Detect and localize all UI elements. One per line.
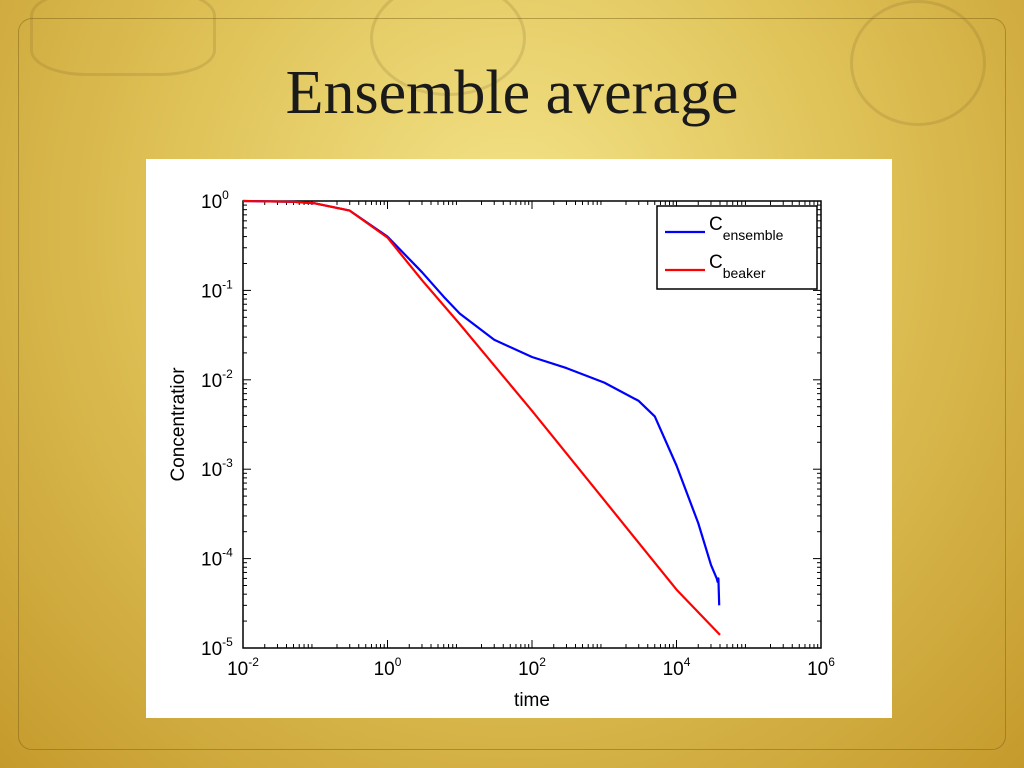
y-tick-label: 100	[201, 188, 229, 213]
legend-label-ensemble: Censemble	[709, 214, 784, 243]
legend-label-beaker: Cbeaker	[709, 252, 766, 281]
y-tick-label: 10-1	[201, 277, 233, 302]
y-tick-label: 10-2	[201, 367, 233, 392]
legend-box	[656, 205, 818, 290]
x-tick-label: 104	[663, 655, 691, 680]
slide-title: Ensemble average	[285, 59, 739, 127]
y-axis-label: Concentratior	[168, 367, 189, 482]
series-line-ensemble	[242, 199, 721, 606]
series-line-beaker	[242, 199, 721, 636]
chart-svg: 10-2 100 102 104 106 100 10-1 10-2 10-3 10-4 10-5 t…	[168, 188, 835, 711]
background-stamp	[30, 0, 216, 76]
chart-panel: 10-2 100 102 104 106 100 10-1 10-2 10-3 10-4 10-5 t…	[146, 159, 892, 718]
x-tick-label: 10-2	[227, 655, 259, 680]
x-tick-label: 100	[374, 655, 402, 680]
y-tick-label: 10-3	[201, 456, 233, 481]
x-tick-label: 106	[807, 655, 835, 680]
background-stamp	[370, 0, 526, 96]
background-stamp	[850, 0, 986, 126]
y-tick-label: 10-4	[201, 546, 233, 571]
x-tick-label: 102	[518, 655, 546, 680]
x-axis-label: time	[514, 690, 550, 711]
y-tick-label: 10-5	[201, 635, 233, 660]
